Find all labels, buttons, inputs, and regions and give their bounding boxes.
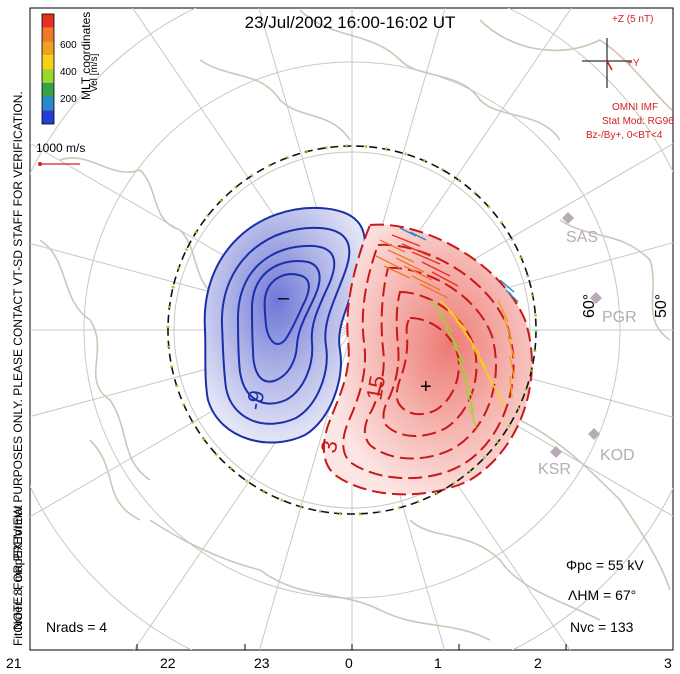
station-label-ksr: KSR — [538, 461, 571, 478]
station-label-pgr: PGR — [602, 309, 637, 326]
preview-note: NOTE: FOR PREVIEW PURPOSES ONLY. PLEASE … — [11, 91, 25, 630]
map-title: 23/Jul/2002 16:00-16:02 UT — [245, 13, 456, 32]
negative-cell — [203, 206, 366, 444]
scale-vector-label: 1000 m/s — [36, 141, 85, 155]
mlt-tick-0: 0 — [345, 655, 353, 671]
mlt-tick-1: 1 — [434, 655, 442, 671]
potential-max-marker: + — [420, 376, 432, 398]
colorbar-tick-200: 200 — [60, 94, 77, 105]
velocity-colorbar — [41, 13, 55, 125]
colorbar-tick-400: 400 — [60, 67, 77, 78]
coordinates-label: MLT coordinates — [79, 12, 93, 100]
imf-stat-mod: Stat Mod: RG96 — [602, 116, 674, 127]
scale-vector-origin — [38, 162, 42, 166]
positive-contour-label-3: 3 — [316, 439, 343, 455]
negative-contour-label: -9 — [241, 388, 269, 412]
stat-n-rads: Nrads = 4 — [46, 619, 107, 635]
stat-phi-pc: Φpc = 55 kV — [566, 557, 644, 573]
imf-y-label: +Y — [627, 58, 640, 69]
mlt-tick-22: 22 — [160, 655, 176, 671]
imf-source: OMNI IMF — [612, 102, 658, 113]
velocity-vectors — [375, 227, 519, 429]
mlt-tick-21: 21 — [6, 655, 22, 671]
colorbar-label: Vel [m/s] — [89, 53, 100, 92]
station-label-sas: SAS — [566, 229, 598, 246]
imf-conditions: Bz-/By+, 0<BT<4 — [586, 130, 663, 141]
fit-order-info: FitOrder: 8, mapEX format — [11, 505, 25, 646]
coastlines — [39, 9, 673, 641]
mlt-tick-23: 23 — [254, 655, 270, 671]
colorbar-tick-600: 600 — [60, 40, 77, 51]
stat-lambda-hm: ΛHM = 67° — [568, 587, 636, 603]
station-label-kod: KOD — [600, 447, 635, 464]
hm-boundary-vectors — [166, 144, 538, 516]
mlt-axis-ticks — [29, 644, 674, 650]
latitude-label-50: 50° — [653, 294, 670, 318]
imf-z-label: +Z (5 nT) — [612, 14, 653, 25]
potential-min-marker: – — [278, 287, 290, 309]
positive-contour-label-15: 15 — [361, 374, 390, 402]
station-markers — [550, 212, 602, 458]
imf-clock — [582, 38, 632, 88]
mlt-tick-2: 2 — [534, 655, 542, 671]
mlt-tick-3: 3 — [664, 655, 672, 671]
stat-n-vc: Nvc = 133 — [570, 619, 634, 635]
latitude-label-60: 60° — [581, 294, 598, 318]
